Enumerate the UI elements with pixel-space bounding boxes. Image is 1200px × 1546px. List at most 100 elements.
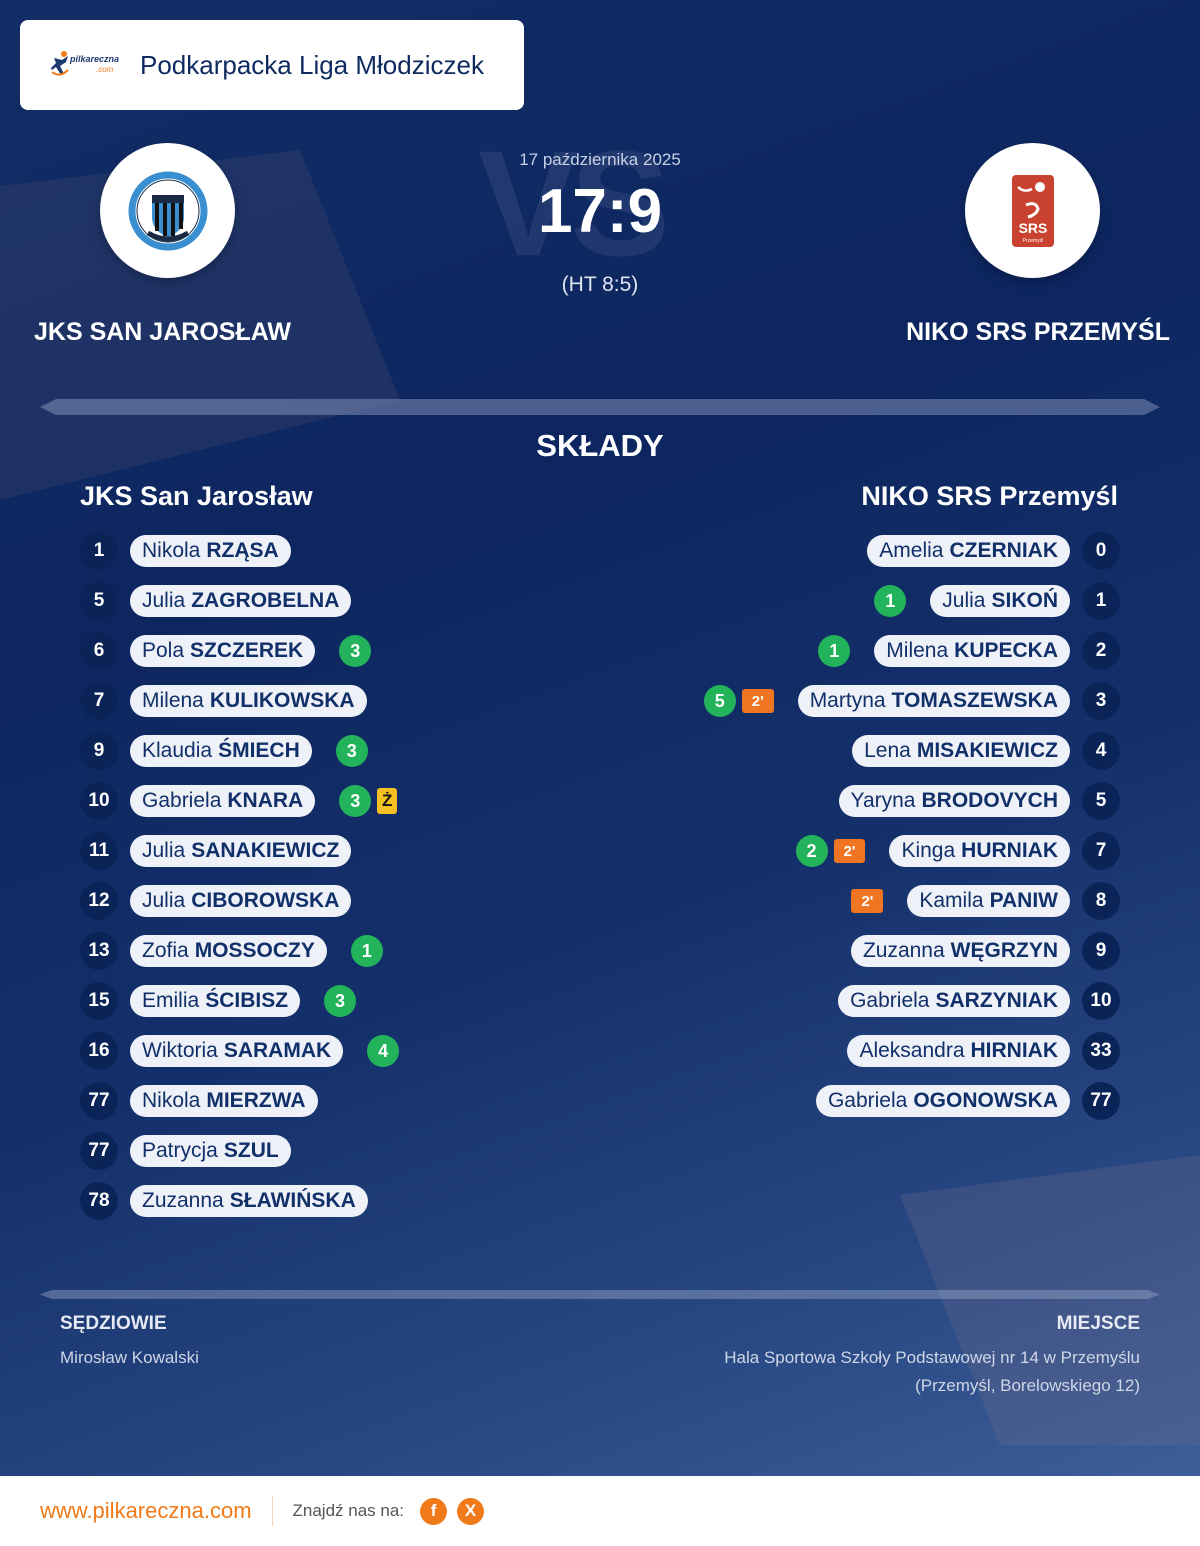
shirt-number: 11 [80,832,118,870]
half-time-score: (HT 8:5) [561,273,639,296]
player-first-name: Emilia [142,989,200,1012]
player-name[interactable]: Amelia CZERNIAK [867,535,1070,567]
player-name[interactable]: Martyna TOMASZEWSKA [797,685,1070,717]
player-row[interactable]: Amelia CZERNIAK 0 [704,526,1120,576]
player-row[interactable]: 77 Nikola MIERZWA [80,1076,399,1126]
goals-badge: 3 [339,635,372,667]
player-row[interactable]: Gabriela OGONOWSKA 77 [704,1076,1120,1126]
player-name[interactable]: Julia CIBOROWSKA [130,885,352,917]
player-last-name: MOSSOCZY [194,939,315,962]
home-team-name[interactable]: JKS SAN JAROSŁAW [34,318,291,346]
shirt-number: 3 [1082,682,1120,720]
home-team-logo[interactable] [100,143,235,278]
shirt-number: 77 [80,1132,118,1170]
player-last-name: KULIKOWSKA [209,689,355,712]
player-last-name: PANIW [989,889,1058,912]
player-row[interactable]: 78 Zuzanna SŁAWIŃSKA [80,1176,399,1226]
player-last-name: KUPECKA [954,639,1058,662]
player-row[interactable]: 16 Wiktoria SARAMAK 4 [80,1026,400,1076]
player-row[interactable]: 2 2' Kinga HURNIAK 7 [704,826,1120,876]
player-first-name: Milena [142,689,204,712]
player-row[interactable]: 12 Julia CIBOROWSKA [80,876,399,926]
player-row[interactable]: Zuzanna WĘGRZYN 9 [704,926,1120,976]
player-last-name: SŁAWIŃSKA [229,1189,356,1212]
player-name[interactable]: Gabriela SARZYNIAK [838,985,1070,1017]
venue-label: MIEJSCE [1056,1313,1140,1334]
shirt-number: 9 [1082,932,1120,970]
venue-name: Hala Sportowa Szkoły Podstawowej nr 14 w… [724,1348,1140,1367]
player-last-name: CIBOROWSKA [191,889,340,912]
player-name[interactable]: Julia SANAKIEWICZ [130,835,352,867]
player-name[interactable]: Lena MISAKIEWICZ [852,735,1070,767]
player-name[interactable]: Patrycja SZUL [130,1135,291,1167]
player-row[interactable]: 6 Pola SZCZEREK 3 [80,626,399,676]
shirt-number: 0 [1082,532,1120,570]
player-row[interactable]: Aleksandra HIRNIAK 33 [704,1026,1120,1076]
player-last-name: TOMASZEWSKA [891,689,1058,712]
player-name[interactable]: Emilia ŚCIBISZ [130,985,301,1017]
goals-badge: 2 [795,835,828,867]
player-name[interactable]: Julia SIKOŃ [930,585,1070,617]
player-last-name: SARZYNIAK [935,989,1058,1012]
suspension-badge: 2' [833,839,866,863]
goals-badge: 1 [350,935,383,967]
player-row[interactable]: 2' Kamila PANIW 8 [704,876,1120,926]
player-row[interactable]: 5 Julia ZAGROBELNA [80,576,399,626]
player-name[interactable]: Julia ZAGROBELNA [130,585,352,617]
player-row[interactable]: 9 Klaudia ŚMIECH 3 [80,726,399,776]
x-icon[interactable]: X [457,1497,485,1525]
player-name[interactable]: Pola SZCZEREK [130,635,316,667]
player-name[interactable]: Milena KULIKOWSKA [130,685,367,717]
player-row[interactable]: Yaryna BRODOVYCH 5 [704,776,1120,826]
shirt-number: 12 [80,882,118,920]
player-name[interactable]: Zofia MOSSOCZY [130,935,327,967]
player-name[interactable]: Milena KUPECKA [874,635,1070,667]
goals-badge: 5 [703,685,736,717]
player-first-name: Yaryna [850,789,916,812]
player-name[interactable]: Klaudia ŚMIECH [130,735,312,767]
player-row[interactable]: 10 Gabriela KNARA 3 Ż [80,776,399,826]
player-first-name: Gabriela [850,989,930,1012]
facebook-icon[interactable]: f [420,1497,448,1525]
goals-badge: 4 [367,1035,400,1067]
player-name[interactable]: Kamila PANIW [907,885,1070,917]
player-row[interactable]: Lena MISAKIEWICZ 4 [704,726,1120,776]
player-first-name: Zuzanna [142,1189,224,1212]
player-row[interactable]: 77 Patrycja SZUL [80,1126,399,1176]
player-name[interactable]: Gabriela OGONOWSKA [815,1085,1070,1117]
player-row[interactable]: Gabriela SARZYNIAK 10 [704,976,1120,1026]
player-name[interactable]: Zuzanna SŁAWIŃSKA [130,1185,368,1217]
player-name[interactable]: Wiktoria SARAMAK [130,1035,344,1067]
srs-przemysl-crest-icon: SRS Przemyśl [1011,174,1054,247]
divider [40,399,1160,415]
player-last-name: MISAKIEWICZ [916,739,1058,762]
player-row[interactable]: 7 Milena KULIKOWSKA [80,676,399,726]
player-name[interactable]: Yaryna BRODOVYCH [838,785,1070,817]
player-row[interactable]: 5 2' Martyna TOMASZEWSKA 3 [703,676,1120,726]
shirt-number: 8 [1082,882,1120,920]
player-row[interactable]: 1 Milena KUPECKA 2 [704,626,1120,676]
player-row[interactable]: 13 Zofia MOSSOCZY 1 [80,926,399,976]
player-first-name: Pola [142,639,185,662]
player-row[interactable]: 11 Julia SANAKIEWICZ [80,826,399,876]
player-name[interactable]: Kinga HURNIAK [889,835,1070,867]
site-link[interactable]: www.pilkareczna.com [40,1498,252,1523]
away-team-logo[interactable]: SRS Przemyśl [965,143,1100,278]
player-name[interactable]: Nikola MIERZWA [130,1085,318,1117]
player-name[interactable]: Zuzanna WĘGRZYN [850,935,1070,967]
player-first-name: Milena [886,639,949,662]
referees-names: Mirosław Kowalski [60,1348,199,1367]
shirt-number: 7 [80,682,118,720]
player-name[interactable]: Aleksandra HIRNIAK [847,1035,1070,1067]
player-row[interactable]: 1 Nikola RZĄSA [80,526,399,576]
player-row[interactable]: 1 Julia SIKOŃ 1 [704,576,1120,626]
match-date: 17 października 2025 [519,150,681,169]
player-name[interactable]: Gabriela KNARA [130,785,316,817]
pilkareczna-logo-icon[interactable]: pilkareczna .com [50,50,122,80]
goals-badge: 3 [324,985,357,1017]
player-name[interactable]: Nikola RZĄSA [130,535,291,567]
goals-badge: 1 [874,585,907,617]
goals-badge: 3 [335,735,368,767]
player-row[interactable]: 15 Emilia ŚCIBISZ 3 [80,976,399,1026]
away-team-name[interactable]: NIKO SRS PRZEMYŚL [906,318,1170,346]
